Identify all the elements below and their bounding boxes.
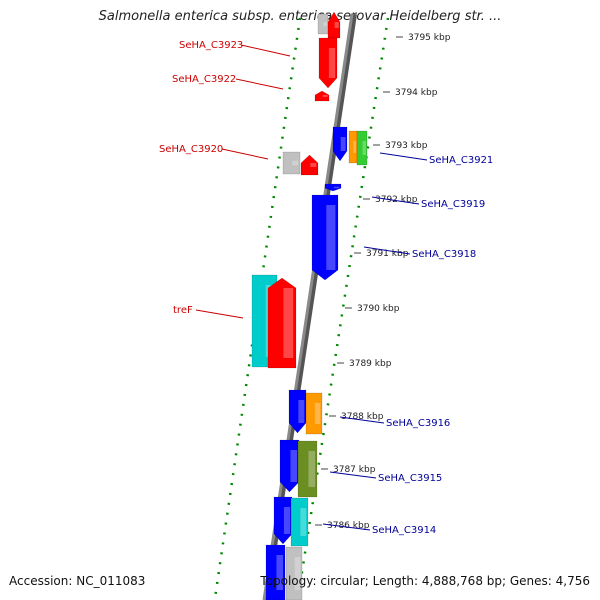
- gene-shading: [328, 48, 336, 78]
- gene-shading: [300, 508, 307, 536]
- accession-text: Accession: NC_011083: [9, 574, 146, 588]
- scale-label: 3795 kbp: [408, 33, 451, 43]
- gene-arrow: [318, 37, 338, 89]
- gene-leader-line: [379, 152, 428, 161]
- gene-shading: [323, 22, 327, 26]
- gene-arrow: [314, 90, 330, 102]
- gene-leader-line: [322, 523, 371, 531]
- gene-label: SeHA_C3919: [421, 199, 485, 210]
- gene-arrow: [279, 439, 300, 493]
- gene-leader-line: [221, 148, 269, 160]
- gene-arrow: [273, 496, 293, 545]
- scale-label: 3789 kbp: [349, 359, 392, 369]
- gene-shading: [326, 205, 336, 270]
- gene-block: [305, 392, 323, 435]
- gene-block: [265, 544, 286, 600]
- gene-leader-line: [329, 471, 377, 479]
- gene-shading: [308, 451, 316, 487]
- gene-block: [285, 546, 303, 600]
- gene-label: SeHA_C3916: [386, 418, 450, 429]
- gene-arrow: [311, 194, 339, 281]
- gene-shading: [353, 141, 357, 153]
- gene-shading: [314, 403, 321, 424]
- gene-shading: [334, 22, 339, 28]
- gene-shading: [294, 557, 301, 590]
- scale-label: 3793 kbp: [385, 141, 428, 151]
- gene-shading: [292, 160, 299, 166]
- gene-block: [356, 130, 368, 166]
- gene-shading: [340, 137, 346, 151]
- map-title: Salmonella enterica subsp. enterica sero…: [98, 9, 502, 24]
- scale-label: 3790 kbp: [357, 304, 400, 314]
- gene-shading: [298, 400, 305, 423]
- scale-label: 3788 kbp: [341, 412, 384, 422]
- scale-label: 3792 kbp: [375, 195, 418, 205]
- gene-block: [290, 497, 309, 547]
- gene-arrow: [300, 154, 319, 176]
- gene-leader-line: [371, 196, 420, 205]
- gene-leader-line: [235, 78, 284, 90]
- gene-leader-line: [240, 44, 291, 57]
- gene-shading: [290, 450, 298, 482]
- gene-label: treF: [173, 305, 193, 316]
- gene-arrow: [288, 389, 307, 434]
- gene-arrow: [327, 11, 341, 39]
- scale-label: 3786 kbp: [327, 521, 370, 531]
- gene-leader-line: [195, 309, 244, 319]
- gene-leader-line: [363, 246, 411, 255]
- gene-shading: [362, 141, 366, 155]
- gene-leader-line: [339, 416, 385, 424]
- scale-label: 3787 kbp: [333, 465, 376, 475]
- gene-shading: [310, 163, 317, 167]
- gene-label: SeHA_C3915: [378, 473, 442, 484]
- gene-shading: [283, 288, 294, 358]
- gene-arrow: [332, 126, 348, 162]
- gene-arrow: [267, 277, 297, 369]
- gene-block: [297, 440, 318, 498]
- gene-label: SeHA_C3918: [412, 249, 476, 260]
- scale-label: 3794 kbp: [395, 88, 438, 98]
- gene-label: SeHA_C3923: [179, 40, 243, 51]
- gene-label: SeHA_C3922: [172, 74, 236, 85]
- gene-shading: [322, 95, 328, 97]
- gene-shading: [283, 507, 291, 534]
- gene-label: SeHA_C3914: [372, 525, 436, 536]
- gene-shading: [276, 555, 284, 590]
- gene-label: SeHA_C3921: [429, 155, 493, 166]
- gene-shading: [333, 186, 340, 189]
- scale-label: 3791 kbp: [366, 249, 409, 259]
- gene-arrow: [324, 183, 342, 192]
- genome-summary-text: Topology: circular; Length: 4,888,768 bp…: [260, 574, 590, 588]
- gene-block: [282, 151, 301, 175]
- gene-label: SeHA_C3920: [159, 144, 223, 155]
